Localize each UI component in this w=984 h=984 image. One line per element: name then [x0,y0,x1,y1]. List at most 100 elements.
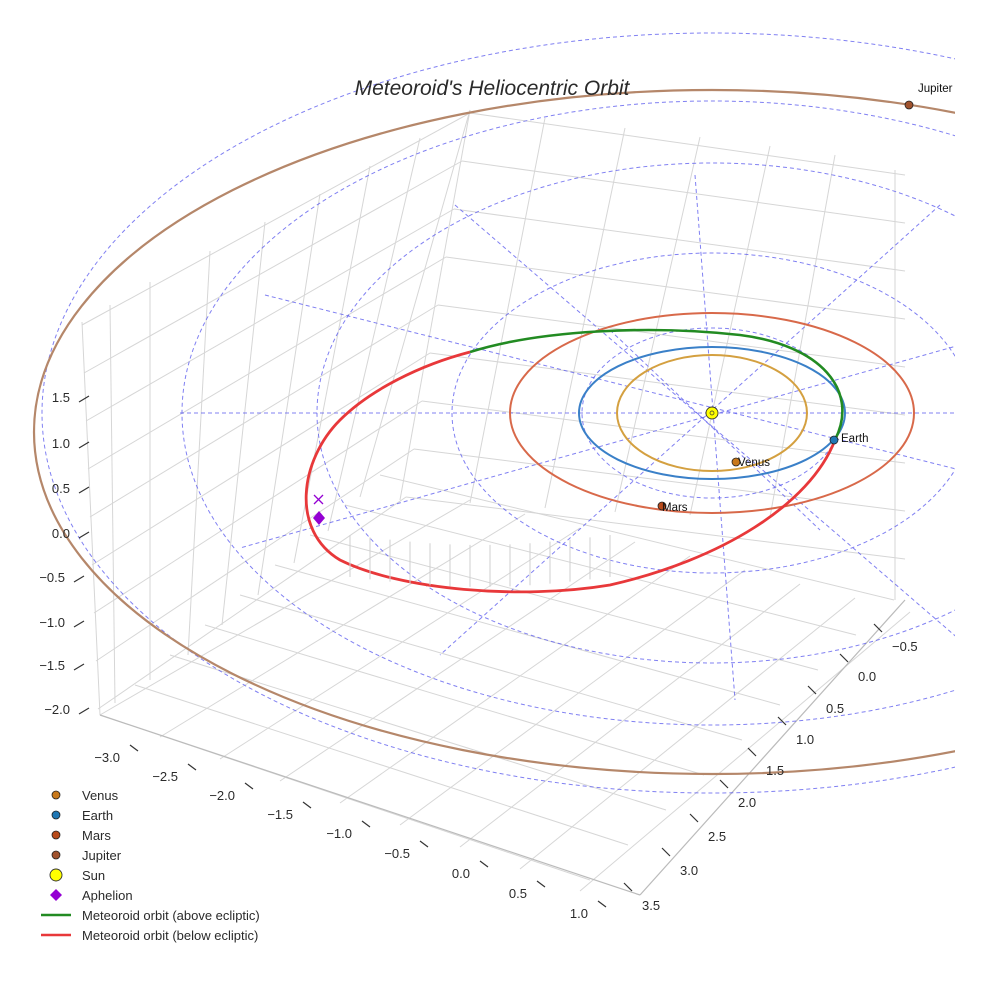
z-tick-label: −1.0 [39,615,65,630]
grid-line [379,474,895,601]
z-tick-label: 0.0 [52,526,70,541]
ecliptic-ring [41,32,955,794]
grid-line [461,160,906,224]
x-tick-label: 0.5 [509,886,527,901]
grid-line [109,304,116,704]
grid-line [359,109,471,498]
axis-ticks: 1.5 1.0 0.5 0.0 −0.5 −1.0 −1.5 −2.0 −3.0 −2.5 −2.0… [39,390,917,921]
legend-dot [51,790,61,800]
grid-line [91,352,431,566]
grid-line [429,352,906,416]
grid-line [544,127,626,509]
legend-swatch [38,805,74,825]
ecliptic-spoke [609,329,821,531]
orbit-venus [616,354,808,472]
z-tick-mark [73,620,85,628]
x-tick-label: −3.0 [94,750,120,765]
legend-swatch [38,925,74,945]
ecliptic-spoke [694,174,736,701]
grid-line [459,583,801,848]
z-tick-mark [78,441,90,449]
x-tick-label: −1.5 [267,807,293,822]
grid-line [309,534,819,671]
grid-line [469,112,906,176]
x-tick-mark [361,820,371,828]
y-tick-label: 2.5 [708,829,726,844]
orbit-earth [578,346,846,480]
y-tick-mark [807,685,817,695]
x-tick-mark [536,880,546,888]
x-tick-mark [302,801,312,809]
y-tick-mark [661,847,671,857]
x-tick-mark [479,860,489,868]
legend-swatch [38,845,74,865]
legend-swatch [38,785,74,805]
aphelion-projection-marker [313,494,324,505]
x-axis-line [99,714,641,896]
meteoroid-orbit [304,328,844,594]
x-tick-label: 0.0 [452,866,470,881]
legend-dot [51,850,61,860]
grid-line [81,321,101,716]
grid-line [83,160,463,374]
planet-label-mars: Mars [662,502,688,514]
planet-marker-earth [829,435,839,445]
x-tick-label: −2.5 [152,769,178,784]
meteoroid-orbit-above [469,328,844,441]
grid-line [257,193,321,596]
planet-orbits [33,89,955,775]
y-tick-mark [623,882,633,892]
grid-line [239,594,743,741]
grid-line [437,304,906,368]
planet-label-earth: Earth [841,433,869,445]
x-tick-mark [129,744,139,752]
legend-item: Jupiter [38,845,260,865]
y-axis-line [639,599,906,896]
grid-line [339,555,691,804]
z-tick-mark [78,707,90,715]
y-tick-label: 2.0 [738,795,756,810]
legend-dot [51,830,61,840]
grid-line [469,117,546,504]
y-tick-label: −0.5 [892,639,918,654]
z-tick-mark [78,395,90,403]
grid-line [344,504,857,636]
grid-line [519,597,856,870]
orbit-jupiter [33,89,955,775]
x-tick-mark [597,900,607,908]
legend-item: Sun [38,865,260,885]
ecliptic-ring [451,252,955,574]
grid-line [399,569,746,826]
grid-line [327,137,421,532]
legend-label: Venus [82,787,119,803]
z-tick-mark [73,663,85,671]
y-tick-label: 1.5 [766,763,784,778]
planet-label-venus: Venus [738,457,770,469]
legend-label: Meteoroid orbit (below ecliptic) [82,927,259,943]
legend-label: Sun [82,867,106,883]
grid-line [413,448,906,512]
legend-swatch [38,865,74,885]
grid-line [405,496,906,560]
y-tick-mark [777,716,787,726]
grid-line [89,304,439,518]
grid-line [421,400,906,464]
x-tick-label: 1.0 [570,906,588,921]
legend-label: Earth [82,807,114,823]
grid-line [579,611,911,892]
grid-line [93,400,423,614]
z-tick-mark [78,486,90,494]
y-tick-mark [839,653,849,663]
grid-line [219,527,581,760]
planet-label-jupiter: Jupiter [918,83,953,95]
grid-line [614,136,701,513]
y-tick-mark [873,623,883,633]
axes-grid [81,109,911,896]
grid-line [97,496,407,710]
z-tick-label: 1.5 [52,390,70,405]
legend-item: Earth [38,805,260,825]
ecliptic-grid [41,32,955,794]
y-tick-label: 1.0 [796,732,814,747]
x-tick-mark [244,782,254,790]
